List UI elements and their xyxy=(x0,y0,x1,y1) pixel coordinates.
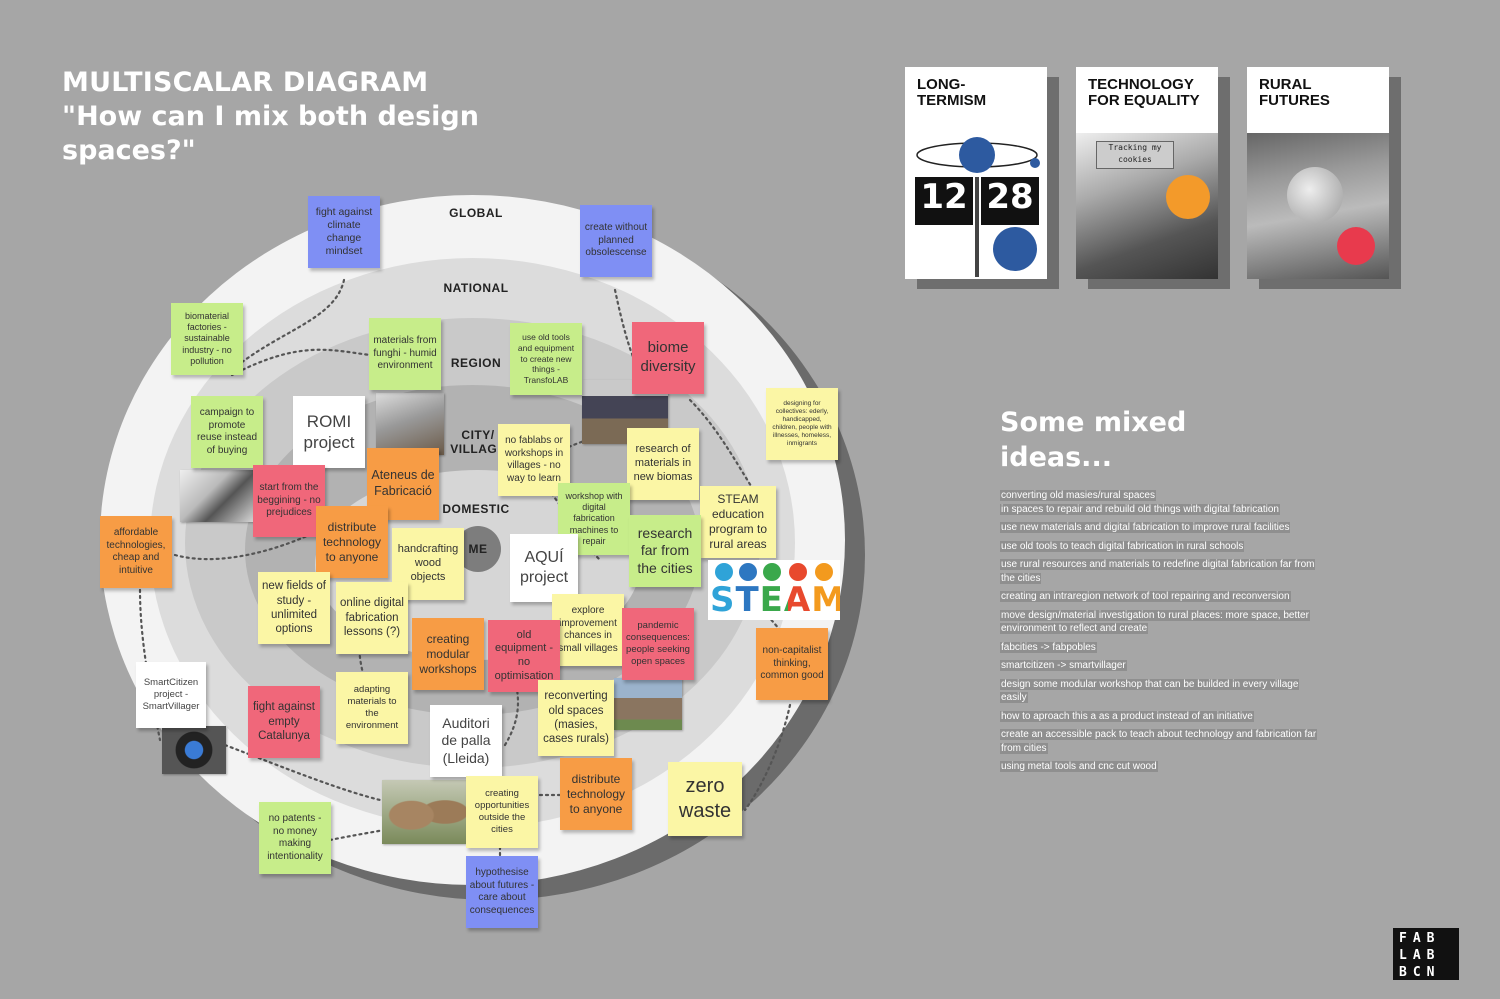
logo-line-1: FAB xyxy=(1399,931,1441,946)
connector xyxy=(688,398,762,502)
ideas-title: Some mixed ideas... xyxy=(1000,405,1186,475)
note-reconverting: reconverting old spaces (masies, cases r… xyxy=(538,680,614,756)
photo-tools xyxy=(180,470,256,522)
ideas-list: converting old masies/rural spaces in sp… xyxy=(1000,489,1320,779)
book-rural-futures: RURAL FUTURES xyxy=(1247,67,1389,279)
note-biomaterial-factories: biomaterial factories - sustainable indu… xyxy=(171,303,243,375)
note-new-fields: new fields of study - unlimited options xyxy=(258,572,330,644)
logo-line-2: LAB xyxy=(1399,948,1441,963)
note-pandemic: pandemic consequences: people seeking op… xyxy=(622,608,694,680)
steam-logo: STEAM xyxy=(708,560,847,620)
idea-item: how to aproach this a as a product inste… xyxy=(1000,710,1254,722)
fablab-bcn-logo: FAB LAB BCN xyxy=(1393,928,1459,980)
level-region: REGION xyxy=(450,356,502,370)
idea-item: design some modular workshop that can be… xyxy=(1000,678,1300,703)
title-line-2: "How can I mix both design xyxy=(62,100,479,132)
idea-item: use old tools to teach digital fabricati… xyxy=(1000,540,1245,552)
ideas-title-line-1: Some mixed xyxy=(1000,407,1187,438)
note-no-patents: no patents - no money making intentional… xyxy=(259,802,331,874)
book-long-termism: LONG- TERMISM 12 28 xyxy=(905,67,1047,279)
idea-item: creating an intraregion network of tool … xyxy=(1000,591,1291,602)
level-me: ME xyxy=(468,542,488,556)
level-national: NATIONAL xyxy=(443,281,509,295)
idea-item: converting old masies/rural spaces in sp… xyxy=(1000,490,1280,515)
clock-minutes: 28 xyxy=(986,177,1034,217)
note-aqui-project: AQUÍ project xyxy=(510,534,578,602)
note-research-materials: research of materials in new biomas xyxy=(627,428,699,500)
idea-item: move design/material investigation to ru… xyxy=(1000,609,1310,634)
note-materials-funghi: materials from funghi - humid environmen… xyxy=(369,318,441,390)
level-global: GLOBAL xyxy=(449,206,503,220)
logo-line-3: BCN xyxy=(1399,965,1441,980)
note-online-lessons: online digital fabrication lessons (?) xyxy=(336,582,408,654)
idea-item: use new materials and digital fabricatio… xyxy=(1000,522,1291,533)
book-orange-stamp xyxy=(1166,175,1210,219)
level-city-village: CITY/ VILLAGE xyxy=(450,428,506,457)
steam-wordmark: STEAM xyxy=(710,580,847,620)
title-line-3: spaces?" xyxy=(62,134,196,166)
note-steam-program: STEAM education program to rural areas xyxy=(700,486,776,558)
diagram-title: MULTISCALAR DIAGRAM "How can I mix both … xyxy=(62,66,479,167)
connector xyxy=(743,703,792,812)
idea-item: create an accessible pack to teach about… xyxy=(1000,729,1318,754)
book-banner: Tracking my cookies xyxy=(1096,141,1174,169)
note-affordable: affordable technologies, cheap and intui… xyxy=(100,516,172,588)
ideas-title-line-2: ideas... xyxy=(1000,442,1112,474)
idea-item: use rural resources and materials to red… xyxy=(1000,559,1316,584)
steam-icons xyxy=(715,563,833,581)
note-fight-empty: fight against empty Catalunya xyxy=(248,686,320,758)
idea-item: using metal tools and cnc cut wood xyxy=(1000,761,1158,772)
note-auditori: Auditori de palla (Lleida) xyxy=(430,705,502,777)
note-hypothesise: hypothesise about futures - care about c… xyxy=(466,856,538,928)
note-creating-modular: creating modular workshops xyxy=(412,618,484,690)
level-domestic: DOMESTIC xyxy=(442,502,510,516)
note-start-beginning: start from the beggining - no prejudices xyxy=(253,465,325,537)
note-creating-opportunities: creating opportunities outside the citie… xyxy=(466,776,538,848)
note-biome-diversity: biome diversity xyxy=(632,322,704,394)
book-title: RURAL FUTURES xyxy=(1259,76,1330,109)
book-title: TECHNOLOGY FOR EQUALITY xyxy=(1088,76,1200,109)
photo-earth-domes xyxy=(382,780,466,844)
book-technology-for-equality: TECHNOLOGY FOR EQUALITY Tracking my cook… xyxy=(1076,67,1218,279)
connector xyxy=(230,348,372,377)
photo-smartcitizen-device xyxy=(162,726,226,774)
note-smartcitizen: SmartCitizen project - SmartVillager xyxy=(136,662,206,728)
note-explore: explore improvement chances in small vil… xyxy=(552,594,624,666)
note-adapting: adapting materials to the environment xyxy=(336,672,408,744)
note-non-capitalist: non-capitalist thinking, common good xyxy=(756,628,828,700)
idea-item: smartcitizen -> smartvillager xyxy=(1000,660,1127,671)
note-campaign-reuse: campaign to promote reuse instead of buy… xyxy=(191,396,263,468)
photo-romi-workshop xyxy=(376,393,444,455)
note-distribute-tech-2: distribute technology to anyone xyxy=(560,758,632,830)
book-sphere xyxy=(1287,167,1343,223)
note-romi-project: ROMI project xyxy=(293,396,365,468)
note-old-tools: use old tools and equipment to create ne… xyxy=(510,323,582,395)
note-zero-waste: zero waste xyxy=(668,762,742,836)
clock-illustration xyxy=(915,137,1040,277)
note-planned-obsolescence: create without planned obsolescense xyxy=(580,205,652,277)
idea-item: fabcities -> fabpobles xyxy=(1000,641,1097,653)
book-red-stamp xyxy=(1337,227,1375,265)
note-research-far: research far from the cities xyxy=(629,515,701,587)
note-fight-climate: fight against climate change mindset xyxy=(308,196,380,268)
note-distribute-tech-1: distribute technology to anyone xyxy=(316,506,388,578)
book-title: LONG- TERMISM xyxy=(917,76,987,109)
connector xyxy=(230,278,346,372)
title-line-1: MULTISCALAR DIAGRAM xyxy=(62,67,429,98)
note-designing-collectives: designing for collectives: ederly, handi… xyxy=(766,388,838,460)
photo-masia xyxy=(614,678,682,730)
connector xyxy=(223,743,382,802)
clock-hours: 12 xyxy=(920,177,968,217)
